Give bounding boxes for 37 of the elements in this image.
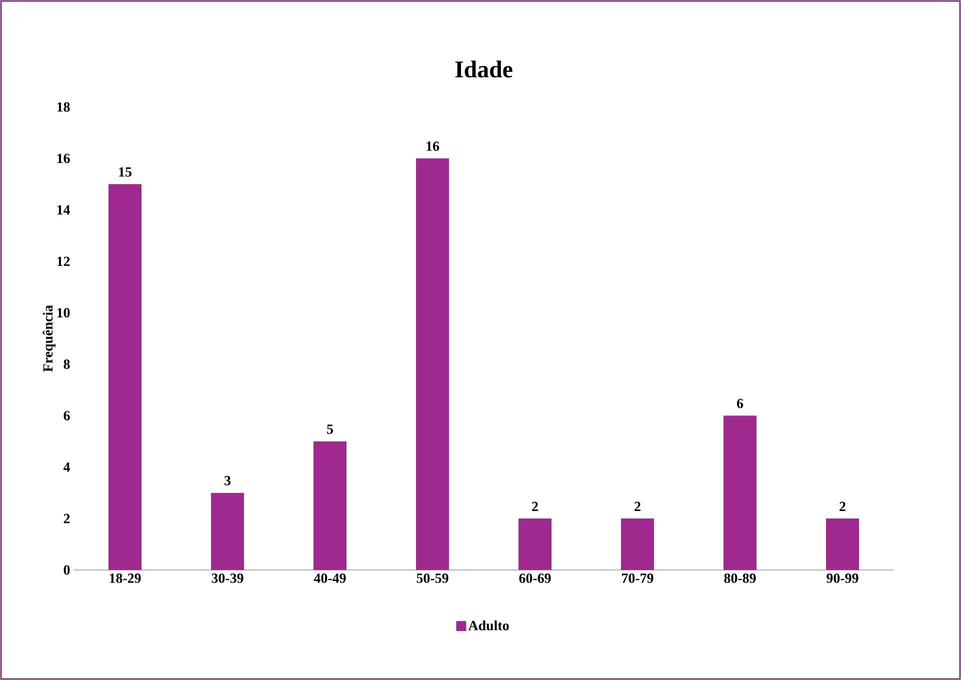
data-label: 6: [737, 398, 744, 408]
y-tick-label: 8: [64, 359, 70, 369]
x-tick-label: 30-39: [212, 574, 244, 583]
y-tick-label: 12: [57, 256, 70, 266]
data-label: 3: [224, 476, 231, 486]
y-tick-label: 6: [64, 410, 70, 420]
data-label: 2: [532, 502, 538, 512]
y-tick-label: 10: [57, 308, 70, 318]
data-label: 2: [840, 502, 846, 512]
y-tick-label: 0: [64, 565, 70, 575]
bar: [518, 518, 552, 570]
x-tick-label: 70-79: [622, 574, 654, 583]
data-label: 16: [426, 142, 440, 151]
y-tick-label: 16: [57, 154, 70, 164]
y-tick-label: 18: [57, 102, 70, 112]
bar: [416, 158, 450, 570]
bar: [621, 518, 654, 570]
y-tick-label: 14: [57, 205, 70, 214]
x-tick-label: 80-89: [724, 574, 756, 583]
bar: [826, 518, 860, 570]
x-tick-label: 90-99: [826, 574, 858, 583]
bar: [314, 441, 347, 570]
bar: [108, 184, 142, 570]
bar: [211, 492, 244, 570]
bar: [724, 416, 757, 570]
chart-title: Idade: [455, 60, 512, 78]
x-tick-label: 50-59: [416, 574, 448, 583]
y-axis-title: Frequência: [42, 305, 56, 372]
legend-label: Adulto: [468, 620, 509, 630]
x-tick-label: 60-69: [519, 574, 551, 583]
x-tick-label: 40-49: [314, 574, 346, 583]
data-label: 2: [634, 502, 640, 512]
y-tick-label: 2: [64, 514, 70, 524]
data-label: 5: [327, 424, 333, 434]
x-tick-label: 18-29: [110, 574, 141, 583]
y-tick-label: 4: [63, 462, 70, 472]
data-label: 15: [119, 167, 132, 177]
